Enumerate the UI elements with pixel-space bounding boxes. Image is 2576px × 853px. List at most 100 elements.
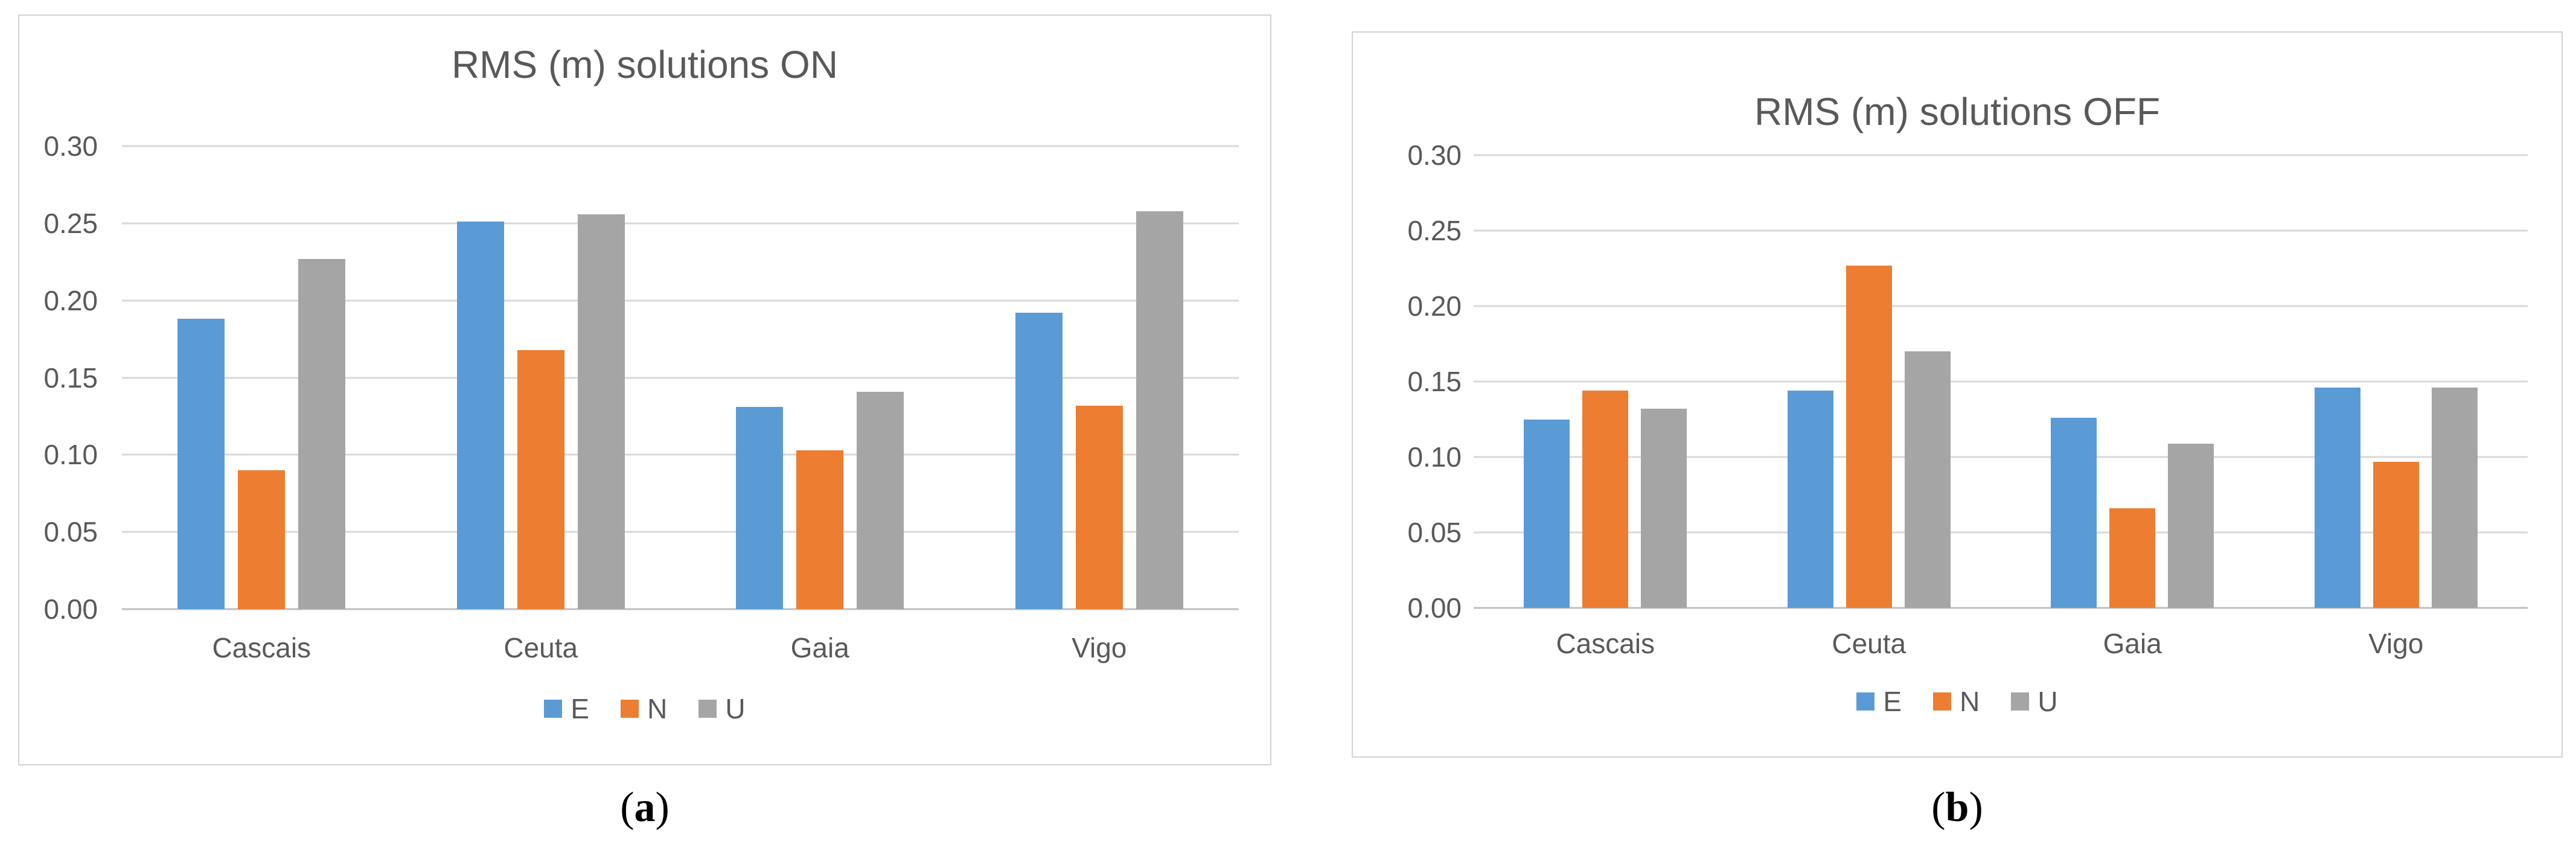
x-category-label: Ceuta xyxy=(1832,628,1906,659)
y-axis: 0.00 0.05 0.10 0.15 0.20 0.25 0.30 xyxy=(19,115,98,623)
bar-e-gaia xyxy=(2051,418,2097,608)
bar-groups xyxy=(1474,125,2528,608)
chart-panel-solutions-on: RMS (m) solutions ON 0.00 0.05 0.10 0.15 0.2… xyxy=(18,14,1271,765)
bar-n-cascais xyxy=(238,470,286,609)
x-axis: Cascais Ceuta Gaia Vigo xyxy=(122,631,1239,665)
caption-letter: b xyxy=(1945,784,1969,831)
legend-item-n: N xyxy=(621,695,667,723)
x-category-label: Gaia xyxy=(2103,628,2162,659)
legend-label: U xyxy=(725,693,746,724)
y-tick-label: 0.25 xyxy=(43,207,98,239)
bar-group-ceuta xyxy=(401,115,681,609)
legend-label: N xyxy=(647,693,668,724)
bar-u-cascais xyxy=(298,258,346,609)
bar-group-gaia xyxy=(680,115,960,609)
bar-u-ceuta xyxy=(1904,351,1951,608)
bar-e-cascais xyxy=(1524,419,1570,608)
y-tick-label: 0.10 xyxy=(43,439,98,471)
bar-group-cascais xyxy=(1474,125,1737,608)
legend-swatch-icon xyxy=(544,700,563,718)
figure-caption-b: (b) xyxy=(1352,784,2563,832)
legend-label: E xyxy=(570,693,590,724)
bar-groups xyxy=(122,115,1239,609)
bar-u-gaia xyxy=(857,391,904,609)
caption-paren: ) xyxy=(655,784,670,831)
gridline xyxy=(122,145,1239,147)
bar-group-gaia xyxy=(2001,125,2264,608)
bar-n-ceuta xyxy=(517,350,564,609)
x-category-label: Ceuta xyxy=(503,632,578,663)
bar-u-vigo xyxy=(2431,388,2478,608)
legend-swatch-icon xyxy=(698,700,717,718)
legend-label: N xyxy=(1960,686,1980,717)
legend-item-u: U xyxy=(2011,686,2058,717)
y-tick-label: 0.00 xyxy=(1407,592,1462,624)
bar-group-cascais xyxy=(122,115,401,609)
y-tick-label: 0.30 xyxy=(1407,139,1462,171)
gridline xyxy=(1474,154,2528,156)
figure-caption-a: (a) xyxy=(18,784,1271,832)
caption-letter: a xyxy=(634,784,656,831)
legend-item-u: U xyxy=(698,693,746,724)
bar-e-gaia xyxy=(736,407,784,609)
y-tick-label: 0.15 xyxy=(1407,366,1462,397)
bar-u-cascais xyxy=(1641,409,1687,608)
x-axis: Cascais Ceuta Gaia Vigo xyxy=(1474,627,2528,659)
legend-swatch-icon xyxy=(1933,692,1952,711)
y-axis: 0.00 0.05 0.10 0.15 0.20 0.25 0.30 xyxy=(1365,125,1462,622)
x-axis-line xyxy=(122,608,1239,610)
bar-group-vigo xyxy=(960,115,1239,609)
legend-item-e: E xyxy=(544,695,589,723)
y-tick-label: 0.30 xyxy=(43,130,98,162)
bar-n-ceuta xyxy=(1846,265,1892,608)
bar-n-vigo xyxy=(2373,461,2419,608)
x-category-label: Cascais xyxy=(1556,628,1655,659)
legend-swatch-icon xyxy=(1856,692,1875,711)
bar-e-cascais xyxy=(177,319,225,609)
bar-u-ceuta xyxy=(577,214,625,609)
legend-swatch-icon xyxy=(621,700,639,718)
gridline xyxy=(1474,229,2528,232)
gridline xyxy=(122,222,1239,225)
gridline xyxy=(1474,456,2528,458)
caption-paren: ( xyxy=(620,784,634,831)
bar-e-ceuta xyxy=(1787,391,1833,608)
legend-item-n: N xyxy=(1933,688,1980,715)
caption-paren: ( xyxy=(1931,784,1946,831)
legend-item-e: E xyxy=(1856,688,1902,715)
bar-n-cascais xyxy=(1582,391,1629,608)
gridline xyxy=(1474,380,2528,383)
bar-u-gaia xyxy=(2168,443,2214,608)
y-tick-label: 0.10 xyxy=(1407,441,1462,473)
gridline xyxy=(1474,305,2528,307)
bar-n-gaia xyxy=(796,450,844,609)
x-category-label: Vigo xyxy=(1072,632,1127,663)
legend-swatch-icon xyxy=(2011,692,2030,711)
y-tick-label: 0.05 xyxy=(1407,517,1462,548)
x-category-label: Gaia xyxy=(790,632,849,663)
plot-area xyxy=(122,115,1239,610)
gridline xyxy=(122,453,1239,456)
bar-n-vigo xyxy=(1075,405,1123,609)
chart-title: RMS (m) solutions OFF xyxy=(1754,90,2161,133)
chart-title: RMS (m) solutions ON xyxy=(451,43,839,86)
bar-group-ceuta xyxy=(1737,125,2001,608)
chart-panel-solutions-off: RMS (m) solutions OFF 0.00 0.05 0.10 0.15 0.… xyxy=(1352,31,2563,758)
legend-label: E xyxy=(1883,686,1902,717)
x-category-label: Cascais xyxy=(212,632,312,663)
caption-paren: ) xyxy=(1969,784,1983,831)
y-tick-label: 0.05 xyxy=(43,516,98,548)
bar-e-vigo xyxy=(1015,313,1063,609)
gridline xyxy=(122,377,1239,379)
gridline xyxy=(122,531,1239,533)
bar-n-gaia xyxy=(2109,508,2156,608)
gridline xyxy=(122,299,1239,302)
bar-e-ceuta xyxy=(456,222,504,609)
legend-label: U xyxy=(2037,686,2058,717)
y-tick-label: 0.15 xyxy=(43,362,98,394)
bar-e-vigo xyxy=(2314,388,2360,608)
y-tick-label: 0.20 xyxy=(1407,290,1462,322)
